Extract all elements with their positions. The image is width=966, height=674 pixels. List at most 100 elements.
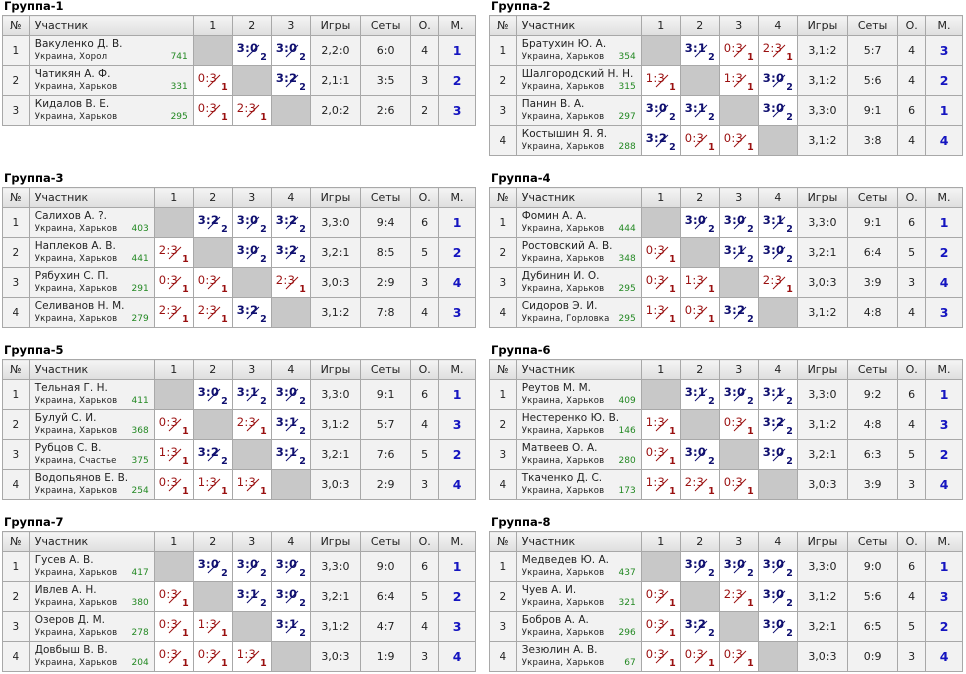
match-score-cell[interactable]: 0:3 1 (153, 409, 194, 440)
match-score-cell[interactable]: 3:1 2 (231, 581, 272, 612)
match-score-cell[interactable]: 3:0 2 (757, 551, 798, 582)
match-score-cell[interactable]: 0:3 1 (192, 65, 233, 96)
match-score-cell[interactable]: 3:0 2 (679, 551, 720, 582)
match-score-cell[interactable]: 1:3 1 (231, 641, 272, 672)
match-score-cell[interactable]: 0:3 1 (718, 35, 759, 66)
match-score-cell[interactable]: 3:2 2 (679, 611, 720, 642)
player-name[interactable]: Зезюлин А. В. (521, 644, 598, 656)
match-score-cell[interactable]: 0:3 1 (153, 581, 194, 612)
match-score-cell[interactable]: 3:0 2 (757, 581, 798, 612)
match-score-cell[interactable]: 2:3 1 (192, 297, 233, 328)
match-score-cell[interactable]: 3:1 2 (231, 379, 272, 410)
player-name[interactable]: Вакуленко Д. В. (34, 38, 123, 50)
player-name[interactable]: Фомин А. А. (521, 210, 587, 222)
match-score-cell[interactable]: 1:3 1 (718, 65, 759, 96)
player-name[interactable]: Булуй С. И. (34, 412, 97, 424)
player-name[interactable]: Дубинин И. О. (521, 270, 600, 282)
player-name[interactable]: Рубцов С. В. (34, 442, 102, 454)
match-score-cell[interactable]: 3:0 2 (231, 237, 272, 268)
match-score-cell[interactable]: 3:2 2 (270, 237, 311, 268)
match-score-cell[interactable]: 2:3 1 (270, 267, 311, 298)
match-score-cell[interactable]: 3:0 2 (757, 237, 798, 268)
match-score-cell[interactable]: 1:3 1 (640, 409, 681, 440)
match-score-cell[interactable]: 0:3 1 (192, 95, 233, 126)
match-score-cell[interactable]: 2:3 1 (231, 409, 272, 440)
player-name[interactable]: Довбыш В. В. (34, 644, 108, 656)
match-score-cell[interactable]: 3:0 2 (270, 581, 311, 612)
player-name[interactable]: Медведев Ю. А. (521, 554, 609, 566)
match-score-cell[interactable]: 2:3 1 (231, 95, 272, 126)
match-score-cell[interactable]: 0:3 1 (192, 267, 233, 298)
match-score-cell[interactable]: 3:0 2 (757, 611, 798, 642)
player-name[interactable]: Гусев А. В. (34, 554, 94, 566)
match-score-cell[interactable]: 3:2 2 (231, 297, 272, 328)
match-score-cell[interactable]: 3:0 2 (718, 207, 759, 238)
player-name[interactable]: Чуев А. И. (521, 584, 577, 596)
player-name[interactable]: Панин В. А. (521, 98, 585, 110)
match-score-cell[interactable]: 2:3 1 (679, 469, 720, 500)
match-score-cell[interactable]: 1:3 1 (231, 469, 272, 500)
match-score-cell[interactable]: 0:3 1 (640, 611, 681, 642)
player-name[interactable]: Ростовский А. В. (521, 240, 613, 252)
player-name[interactable]: Бобров А. А. (521, 614, 589, 626)
player-name[interactable]: Матвеев О. А. (521, 442, 598, 454)
match-score-cell[interactable]: 3:1 2 (270, 611, 311, 642)
match-score-cell[interactable]: 2:3 1 (718, 581, 759, 612)
player-name[interactable]: Шалгородский Н. Н. (521, 68, 634, 80)
match-score-cell[interactable]: 0:3 1 (718, 641, 759, 672)
match-score-cell[interactable]: 3:0 2 (679, 207, 720, 238)
match-score-cell[interactable]: 0:3 1 (153, 611, 194, 642)
match-score-cell[interactable]: 2:3 1 (757, 267, 798, 298)
match-score-cell[interactable]: 0:3 1 (153, 267, 194, 298)
player-name[interactable]: Сидоров Э. И. (521, 300, 598, 312)
match-score-cell[interactable]: 1:3 1 (640, 65, 681, 96)
match-score-cell[interactable]: 1:3 1 (192, 611, 233, 642)
player-name[interactable]: Ткаченко Д. С. (521, 472, 603, 484)
match-score-cell[interactable]: 0:3 1 (153, 469, 194, 500)
match-score-cell[interactable]: 1:3 1 (640, 469, 681, 500)
match-score-cell[interactable]: 0:3 1 (640, 267, 681, 298)
match-score-cell[interactable]: 0:3 1 (679, 125, 720, 156)
player-name[interactable]: Кидалов В. Е. (34, 98, 110, 110)
player-name[interactable]: Салихов А. ?. (34, 210, 107, 222)
match-score-cell[interactable]: 3:1 2 (679, 379, 720, 410)
match-score-cell[interactable]: 3:0 2 (231, 551, 272, 582)
match-score-cell[interactable]: 1:3 1 (679, 267, 720, 298)
match-score-cell[interactable]: 0:3 1 (718, 469, 759, 500)
match-score-cell[interactable]: 0:3 1 (679, 297, 720, 328)
player-name[interactable]: Нестеренко Ю. В. (521, 412, 620, 424)
match-score-cell[interactable]: 3:2 2 (640, 125, 681, 156)
match-score-cell[interactable]: 3:0 2 (192, 379, 233, 410)
match-score-cell[interactable]: 3:0 2 (757, 95, 798, 126)
match-score-cell[interactable]: 3:1 2 (679, 95, 720, 126)
player-name[interactable]: Наплеков А. В. (34, 240, 116, 252)
match-score-cell[interactable]: 3:0 2 (757, 439, 798, 470)
match-score-cell[interactable]: 3:1 2 (270, 439, 311, 470)
player-name[interactable]: Тельная Г. Н. (34, 382, 108, 394)
match-score-cell[interactable]: 3:1 2 (270, 409, 311, 440)
match-score-cell[interactable]: 3:1 2 (757, 207, 798, 238)
player-name[interactable]: Чатикян А. Ф. (34, 68, 111, 80)
match-score-cell[interactable]: 3:0 2 (640, 95, 681, 126)
match-score-cell[interactable]: 1:3 1 (192, 469, 233, 500)
player-name[interactable]: Рябухин С. П. (34, 270, 109, 282)
match-score-cell[interactable]: 2:3 1 (153, 297, 194, 328)
match-score-cell[interactable]: 3:2 2 (757, 409, 798, 440)
match-score-cell[interactable]: 3:2 2 (192, 439, 233, 470)
match-score-cell[interactable]: 2:3 1 (153, 237, 194, 268)
player-name[interactable]: Селиванов Н. М. (34, 300, 125, 312)
match-score-cell[interactable]: 0:3 1 (718, 125, 759, 156)
match-score-cell[interactable]: 3:0 2 (679, 439, 720, 470)
match-score-cell[interactable]: 3:2 2 (192, 207, 233, 238)
match-score-cell[interactable]: 2:3 1 (757, 35, 798, 66)
match-score-cell[interactable]: 0:3 1 (718, 409, 759, 440)
match-score-cell[interactable]: 3:1 2 (718, 237, 759, 268)
match-score-cell[interactable]: 3:2 2 (270, 207, 311, 238)
match-score-cell[interactable]: 3:0 2 (270, 379, 311, 410)
match-score-cell[interactable]: 3:0 2 (270, 551, 311, 582)
match-score-cell[interactable]: 3:0 2 (718, 379, 759, 410)
player-name[interactable]: Водопьянов Е. В. (34, 472, 129, 484)
match-score-cell[interactable]: 3:2 2 (718, 297, 759, 328)
player-name[interactable]: Ивлев А. Н. (34, 584, 97, 596)
player-name[interactable]: Костышин Я. Я. (521, 128, 608, 140)
